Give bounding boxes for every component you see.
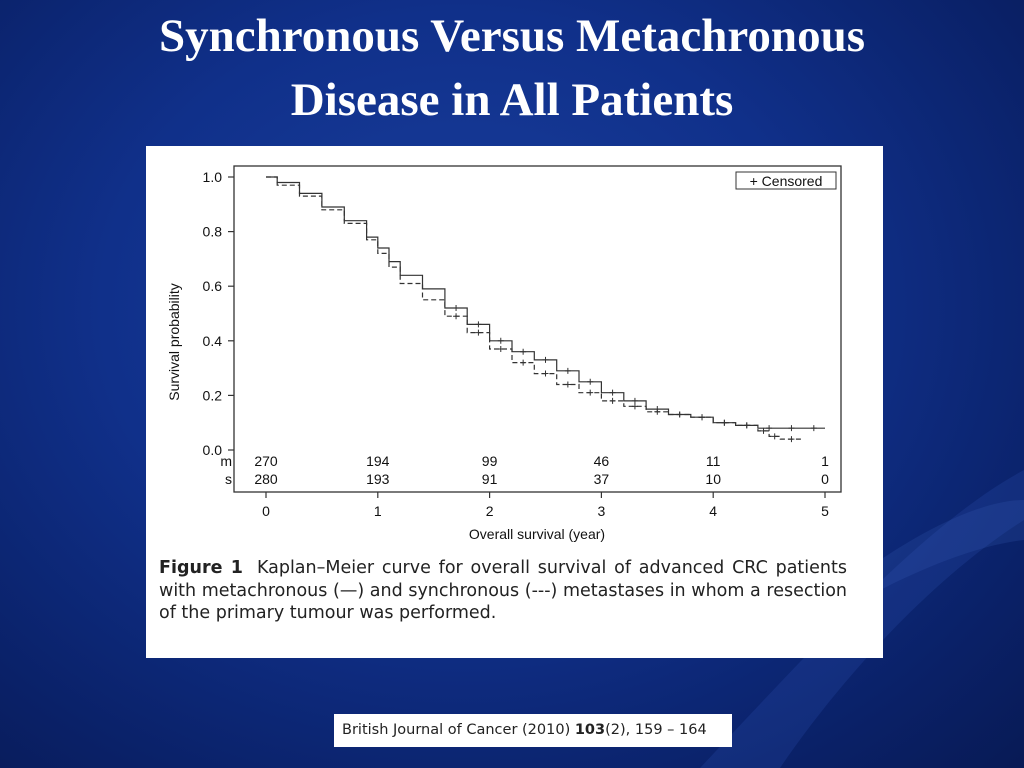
- citation-box: British Journal of Cancer (2010) 103(2),…: [334, 714, 732, 747]
- x-tick-label: 3: [598, 503, 606, 519]
- censor-mark: [453, 305, 460, 312]
- censor-mark: [699, 414, 706, 421]
- legend-box: [735, 171, 837, 190]
- risk-count: 280: [254, 471, 278, 487]
- censor-mark: [760, 427, 767, 434]
- caption-text: Kaplan–Meier curve for overall survival …: [159, 558, 847, 623]
- plot-frame: [233, 165, 842, 493]
- citation-volume: 103: [574, 722, 606, 738]
- censor-mark: [609, 389, 616, 396]
- censor-mark: [654, 408, 661, 415]
- x-axis: 0 1 2 3 4 5: [262, 492, 829, 519]
- censor-mark: [475, 329, 482, 336]
- censor-mark: [810, 425, 817, 432]
- risk-row-label: m: [220, 453, 232, 469]
- title-line-1: Synchronous Versus Metachronous: [158, 10, 866, 62]
- risk-count: 270: [254, 453, 278, 469]
- y-tick-label: 0.2: [203, 387, 223, 403]
- figure-label: Figure 1: [159, 558, 243, 578]
- risk-count: 0: [821, 471, 829, 487]
- figure-caption: Figure 1 Kaplan–Meier curve for overall s…: [159, 557, 847, 625]
- censor-mark: [564, 367, 571, 374]
- risk-count: 1: [821, 453, 829, 469]
- citation-journal: British Journal of Cancer (2010): [342, 722, 571, 738]
- censor-mark: [453, 313, 460, 320]
- censor-mark: [609, 397, 616, 404]
- risk-table: m 270 194 99 46 11 1s 280 193 91 37 10 0: [220, 453, 829, 487]
- legend-text: + Censored: [750, 173, 823, 189]
- y-tick-label: 1.0: [203, 169, 223, 185]
- x-tick-label: 1: [374, 503, 382, 519]
- censor-mark: [587, 378, 594, 385]
- x-tick-label: 5: [821, 503, 829, 519]
- risk-count: 10: [705, 471, 721, 487]
- censor-mark: [631, 397, 638, 404]
- risk-count: 11: [706, 453, 721, 469]
- x-tick-label: 0: [262, 503, 270, 519]
- censor-mark: [766, 425, 773, 432]
- risk-count: 91: [482, 471, 498, 487]
- censor-mark: [564, 381, 571, 388]
- metachronous-curve: [266, 176, 825, 429]
- synchronous-curve: [266, 176, 803, 440]
- risk-count: 194: [366, 453, 390, 469]
- y-tick-label: 0.0: [203, 442, 223, 458]
- risk-count: 193: [366, 471, 390, 487]
- censor-mark: [631, 403, 638, 410]
- censor-mark: [520, 359, 527, 366]
- risk-count: 99: [482, 453, 498, 469]
- y-tick-label: 0.4: [203, 333, 223, 349]
- censor-mark: [721, 419, 728, 426]
- survival-curves: [266, 176, 825, 440]
- risk-count: 46: [594, 453, 610, 469]
- censor-mark: [520, 348, 527, 355]
- title-line-2: Disease in All Patients: [290, 74, 734, 126]
- censor-mark: [676, 411, 683, 418]
- y-axis: 0.0 0.2 0.4 0.6 0.8 1.0: [203, 169, 234, 458]
- risk-count: 37: [594, 471, 610, 487]
- censor-mark: [497, 337, 504, 344]
- x-tick-label: 2: [486, 503, 494, 519]
- censor-marks: [453, 305, 817, 443]
- censor-mark: [497, 345, 504, 352]
- slide-title: Synchronous Versus Metachronous Disease …: [0, 4, 1024, 132]
- risk-row-label: s: [225, 471, 232, 487]
- censor-mark: [475, 321, 482, 328]
- censor-mark: [788, 425, 795, 432]
- y-tick-label: 0.6: [203, 278, 223, 294]
- x-tick-label: 4: [709, 503, 717, 519]
- censor-mark: [587, 389, 594, 396]
- censor-mark: [771, 433, 778, 440]
- censor-mark: [743, 422, 750, 429]
- citation-issue-pages: (2), 159 – 164: [605, 722, 707, 738]
- censor-mark: [542, 356, 549, 363]
- censor-mark: [542, 370, 549, 377]
- y-axis-label: Survival probability: [166, 283, 182, 401]
- legend: + Censored: [735, 171, 837, 190]
- censor-mark: [788, 436, 795, 443]
- x-axis-label: Overall survival (year): [469, 526, 605, 542]
- y-tick-label: 0.8: [203, 224, 223, 240]
